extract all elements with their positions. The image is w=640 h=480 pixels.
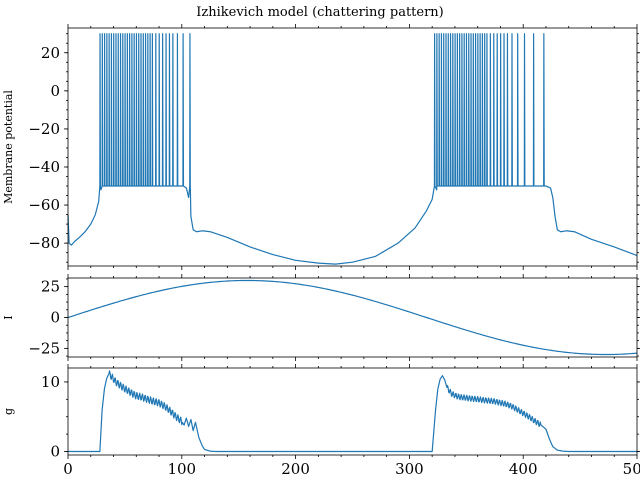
y-axis-label-conductance: g xyxy=(2,408,15,415)
y-tick-label-current: 25 xyxy=(41,278,60,296)
x-tick-label: 0 xyxy=(63,460,73,478)
y-tick-label-current: −25 xyxy=(28,339,60,357)
y-tick-label-membrane-potential: −40 xyxy=(28,158,60,176)
y-tick-label-membrane-potential: 20 xyxy=(41,44,60,62)
x-tick-label: 500 xyxy=(623,460,640,478)
y-axis-label-current: I xyxy=(2,315,15,319)
y-tick-label-membrane-potential: 0 xyxy=(50,82,60,100)
x-tick-label: 400 xyxy=(509,460,538,478)
y-tick-label-conductance: 10 xyxy=(41,373,60,391)
chart-title: Izhikevich model (chattering pattern) xyxy=(196,5,444,20)
series-line-current xyxy=(67,279,638,356)
panel-conductance: 1000100200300400500g xyxy=(2,364,640,478)
x-tick-label: 300 xyxy=(395,460,424,478)
axes-frame-current xyxy=(67,277,638,358)
y-tick-label-membrane-potential: −60 xyxy=(28,196,60,214)
panel-current: 25 0 −25 I xyxy=(2,274,640,361)
axes-frame-membrane-potential xyxy=(67,27,638,267)
x-tick-label: 100 xyxy=(167,460,196,478)
series-line-conductance xyxy=(67,370,638,453)
y-tick-label-membrane-potential: −20 xyxy=(28,120,60,138)
y-tick-label-membrane-potential: −80 xyxy=(28,234,60,252)
axes-frame-conductance xyxy=(67,367,638,456)
y-tick-label-current: 0 xyxy=(50,309,60,327)
series-line-membrane-potential xyxy=(67,33,638,265)
x-tick-label: 200 xyxy=(281,460,310,478)
panel-membrane-potential: 20 0 −20 −40 −60 −80 Membrane potential xyxy=(2,24,640,270)
y-axis-label-membrane-potential: Membrane potential xyxy=(2,90,15,204)
y-tick-label-conductance: 0 xyxy=(50,443,60,461)
